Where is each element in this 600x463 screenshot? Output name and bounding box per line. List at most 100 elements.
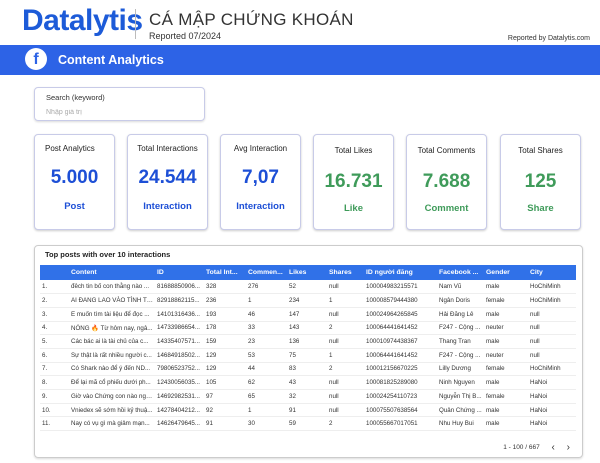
table-cell: HaNoi bbox=[528, 389, 576, 404]
pagination-range: 1 - 100 / 667 bbox=[503, 444, 540, 452]
column-header[interactable]: Total Int... bbox=[204, 265, 246, 280]
table-cell: null bbox=[528, 307, 576, 322]
table-cell: 11. bbox=[40, 416, 69, 432]
table-cell: 5. bbox=[40, 334, 69, 349]
table-cell: HaNoi bbox=[528, 403, 576, 418]
table-cell: 100008579444380 bbox=[364, 293, 437, 308]
table-cell: Nam Vũ bbox=[437, 280, 484, 295]
table-cell: 1 bbox=[327, 293, 364, 308]
column-header[interactable]: Content bbox=[69, 265, 155, 280]
column-header[interactable]: City bbox=[528, 265, 576, 280]
table-cell: neuter bbox=[484, 321, 528, 336]
table-cell: 46 bbox=[246, 307, 287, 322]
card-title: Avg Interaction bbox=[233, 144, 288, 153]
top-posts-table: Content ID Total Int... Commen... Likes Share… bbox=[40, 265, 576, 432]
table-row[interactable]: 11. Nay có vụ gì mà giảm mạn... 1462647964… bbox=[40, 416, 576, 432]
card-subtitle: Interaction bbox=[236, 201, 285, 212]
table-cell: 100064441641452 bbox=[364, 321, 437, 336]
table-cell: 100004983215571 bbox=[364, 280, 437, 295]
table-cell: neuter bbox=[484, 348, 528, 363]
table-row[interactable]: 5. Các bác ai là tài chủ của c... 14335407… bbox=[40, 334, 576, 349]
table-cell: female bbox=[484, 293, 528, 308]
table-cell: 100064441641452 bbox=[364, 348, 437, 363]
prev-page-icon[interactable]: ‹ bbox=[551, 442, 555, 453]
table-cell: 3. bbox=[40, 307, 69, 322]
table-cell: 14278404212... bbox=[155, 403, 204, 418]
table-cell: Có Shark nào để ý đến ND... bbox=[69, 362, 155, 377]
column-header[interactable] bbox=[40, 265, 69, 280]
table-row[interactable]: 10. Vniedex sẽ sớm hồi kỷ thuậ... 14278404… bbox=[40, 403, 576, 418]
card-title: Total Shares bbox=[518, 146, 563, 155]
table-cell: HoChiMinh bbox=[528, 362, 576, 377]
reported-by: Reported by Datalytis.com bbox=[507, 35, 590, 42]
table-cell: 33 bbox=[246, 321, 287, 336]
table-cell: 14684918502... bbox=[155, 348, 204, 363]
card-title: Total Likes bbox=[334, 146, 373, 155]
table-cell: null bbox=[528, 321, 576, 336]
table-row[interactable]: 6. Sự thật là rất nhiều người c... 1468491… bbox=[40, 348, 576, 363]
card-subtitle: Post bbox=[64, 201, 85, 212]
table-cell: male bbox=[484, 280, 528, 295]
card-value: 5.000 bbox=[50, 167, 99, 188]
table-cell: 2 bbox=[327, 321, 364, 336]
card-value: 125 bbox=[524, 171, 557, 192]
table-cell: null bbox=[327, 307, 364, 322]
card-value: 7.688 bbox=[422, 171, 471, 192]
card-subtitle: Like bbox=[343, 203, 363, 214]
column-header[interactable]: Shares bbox=[327, 265, 364, 280]
column-header[interactable]: Commen... bbox=[246, 265, 287, 280]
next-page-icon[interactable]: › bbox=[566, 442, 570, 453]
table-cell: 14626479645... bbox=[155, 416, 204, 432]
table-cell: male bbox=[484, 403, 528, 418]
table-cell: 23 bbox=[246, 334, 287, 349]
search-input[interactable] bbox=[46, 106, 196, 118]
table-row[interactable]: 7. Có Shark nào để ý đến ND... 79806523752… bbox=[40, 362, 576, 377]
table-cell: 100012156670225 bbox=[364, 362, 437, 377]
table-cell: đêch tin bố con thằng nào ... bbox=[69, 280, 155, 295]
table-cell: female bbox=[484, 362, 528, 377]
table-row[interactable]: 3. E muốn tìm tài liệu để đọc ... 14101316… bbox=[40, 307, 576, 322]
table-cell: null bbox=[327, 375, 364, 390]
table-cell: 147 bbox=[287, 307, 327, 322]
table-row[interactable]: 9. Giờ vào Chứng con nào ngo... 1469298253… bbox=[40, 389, 576, 404]
table-cell: 100024964265845 bbox=[364, 307, 437, 322]
card-value: 24.544 bbox=[138, 167, 197, 188]
table-cell: Nhu Huy Bui bbox=[437, 416, 484, 432]
total-interactions-card: Total Interactions 24.544 Interaction bbox=[127, 134, 208, 230]
table-row[interactable]: 1. đêch tin bố con thằng nào ... 816888509… bbox=[40, 280, 576, 295]
table-cell: 82918862115... bbox=[155, 293, 204, 308]
card-subtitle: Comment bbox=[424, 203, 469, 214]
table-cell: 44 bbox=[246, 362, 287, 377]
table-cell: Quân Chứng ... bbox=[437, 403, 484, 418]
table-cell: 97 bbox=[204, 389, 246, 404]
table-cell: HoChiMinh bbox=[528, 293, 576, 308]
table-cell: 236 bbox=[204, 293, 246, 308]
table-cell: 100055667017051 bbox=[364, 416, 437, 432]
table-cell: HoChiMinh bbox=[528, 280, 576, 295]
table-cell: null bbox=[528, 348, 576, 363]
table-cell: 81688850906... bbox=[155, 280, 204, 295]
card-title: Post Analytics bbox=[45, 144, 95, 153]
table-cell: 79806523752... bbox=[155, 362, 204, 377]
table-cell: Các bác ai là tài chủ của c... bbox=[69, 334, 155, 349]
table-cell: E muốn tìm tài liệu để đọc ... bbox=[69, 307, 155, 322]
column-header[interactable]: ID bbox=[155, 265, 204, 280]
table-cell: null bbox=[327, 334, 364, 349]
column-header[interactable]: Likes bbox=[287, 265, 327, 280]
table-cell: 2. bbox=[40, 293, 69, 308]
table-cell: Lilly Dương bbox=[437, 362, 484, 377]
column-header[interactable]: Facebook ... bbox=[437, 265, 484, 280]
table-cell: null bbox=[327, 389, 364, 404]
table-row[interactable]: 2. AI ĐANG LAO VÀO TÌNH TR... 82918862115.… bbox=[40, 293, 576, 308]
table-cell: 2 bbox=[327, 362, 364, 377]
table-cell: F247 - Cộng ... bbox=[437, 348, 484, 363]
table-cell: female bbox=[484, 389, 528, 404]
table-cell: Nay có vụ gì mà giảm mạn... bbox=[69, 416, 155, 432]
table-row[interactable]: 8. Để lại mã cổ phiếu dưới ph... 124300560… bbox=[40, 375, 576, 390]
brand-name: CÁ MẬP CHỨNG KHOÁN bbox=[149, 10, 354, 29]
table-row[interactable]: 4. NÓNG 🔥 Từ hôm nay, ngâ... 14733986654..… bbox=[40, 321, 576, 336]
column-header[interactable]: Gender bbox=[484, 265, 528, 280]
column-header[interactable]: ID người đăng bbox=[364, 265, 437, 280]
avg-interaction-card: Avg Interaction 7,07 Interaction bbox=[220, 134, 301, 230]
table-cell: 59 bbox=[287, 416, 327, 432]
